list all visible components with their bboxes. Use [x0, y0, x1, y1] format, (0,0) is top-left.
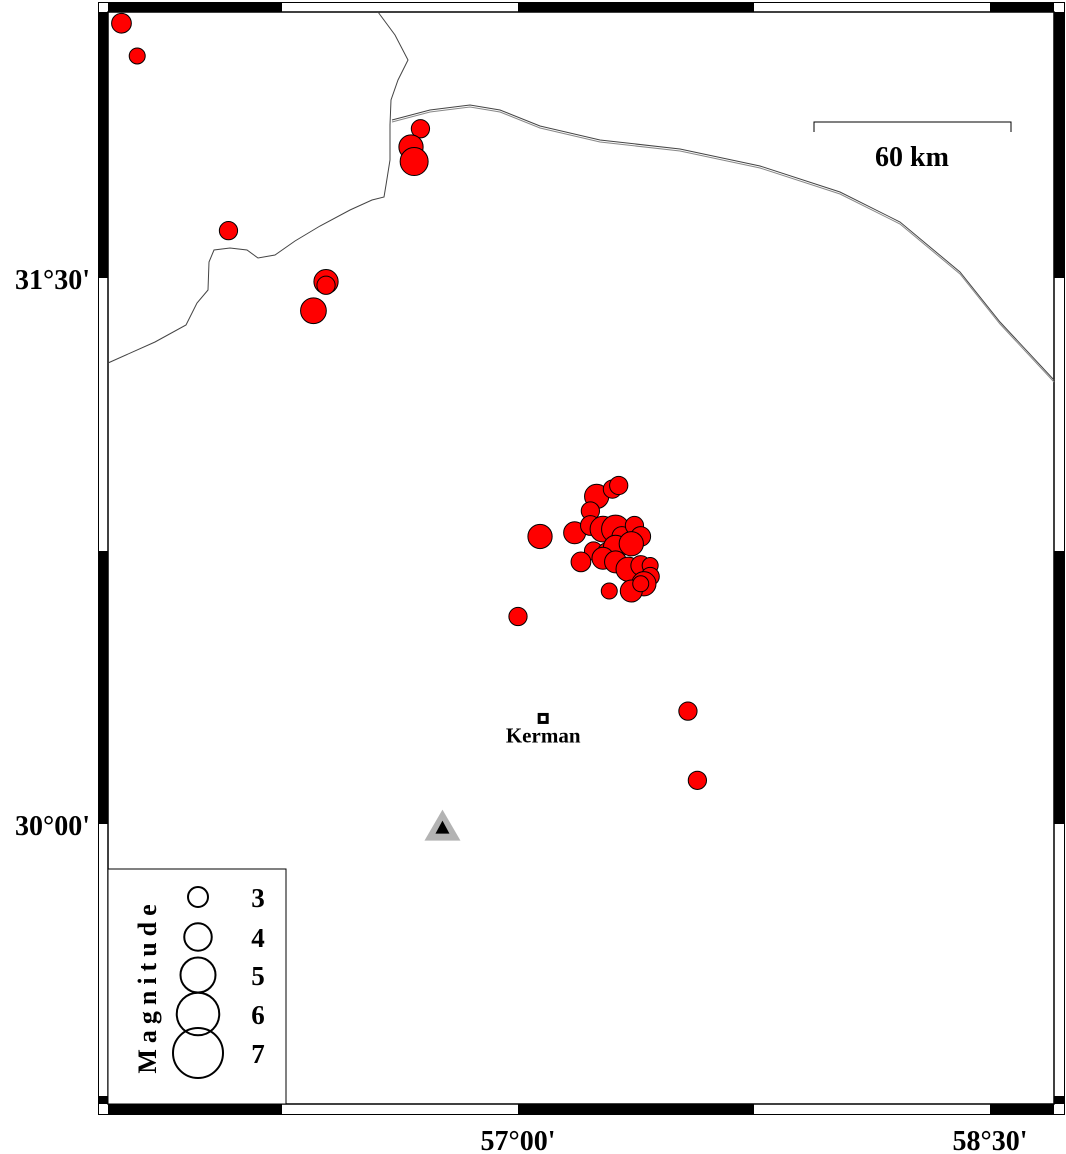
frame-segment: [99, 12, 108, 278]
scale-bar-label: 60 km: [875, 142, 949, 173]
tick-labels: 31°30' 30°00' 57°00' 58°30': [15, 265, 1027, 1154]
earthquake-event: [508, 606, 528, 627]
legend-label: 4: [251, 923, 265, 953]
station-triangle-icon: [424, 809, 461, 841]
earthquake-event: [410, 119, 431, 139]
legend-circle: [187, 886, 209, 908]
legend-circle: [175, 991, 221, 1037]
frame-segment: [99, 278, 108, 551]
frame-segment: [282, 3, 518, 12]
earthquake-event: [218, 221, 239, 241]
earthquake-event: [609, 475, 629, 496]
boundary-line-west: [107, 11, 409, 364]
earthquake-event: [632, 575, 650, 593]
scale-bar-line: [813, 121, 1012, 132]
frame-segment: [1054, 551, 1064, 824]
boundary-line-north-inner: [391, 106, 1055, 383]
earthquake-event: [111, 12, 132, 34]
frame-segment: [754, 1104, 990, 1114]
frame-segment: [1054, 278, 1064, 551]
frame-segment: [1054, 1096, 1064, 1104]
earthquake-event: [600, 582, 618, 600]
legend-label: 3: [251, 883, 265, 913]
frame-segment: [518, 1104, 754, 1114]
province-boundaries: [107, 11, 1055, 383]
frame-segment: [99, 1096, 108, 1104]
city-label: Kerman: [506, 723, 581, 747]
earthquake-event: [128, 47, 146, 65]
frame-segment: [108, 1104, 282, 1114]
frame-segment: [282, 1104, 518, 1114]
frame-segment: [108, 3, 282, 12]
magnitude-legend: Magnitude 3 4 5 6 7: [107, 868, 287, 1105]
boundary-line-north: [391, 104, 1055, 381]
earthquake-event: [687, 770, 708, 790]
city-marker: Kerman: [506, 712, 581, 747]
frame-segment: [99, 824, 108, 1096]
frame-segment: [990, 3, 1054, 12]
earthquake-event: [316, 275, 336, 295]
earthquake-event: [300, 297, 327, 325]
frame-segment: [99, 551, 108, 824]
earthquake-event: [618, 531, 644, 557]
frame-segment: [754, 3, 990, 12]
legend-label: 7: [251, 1039, 265, 1069]
earthquake-event: [527, 523, 553, 550]
frame-segment: [1054, 12, 1064, 278]
earthquake-event: [399, 147, 429, 177]
y-tick-label: 31°30': [15, 265, 90, 296]
earthquake-events: [111, 12, 708, 790]
earthquake-event: [570, 551, 592, 573]
frame-segment: [1054, 824, 1064, 1096]
station-inner-triangle: [435, 820, 450, 834]
legend-title: Magnitude: [133, 898, 162, 1073]
scale-bar: 60 km: [813, 121, 1012, 173]
city-square-icon: [537, 712, 549, 724]
legend-circle: [172, 1027, 224, 1079]
earthquake-event: [678, 701, 698, 721]
x-tick-label: 57°00': [481, 1126, 556, 1154]
frame-segment: [518, 3, 754, 12]
y-tick-label: 30°00': [15, 811, 90, 842]
legend-items: 3 4 5 6 7: [172, 883, 265, 1079]
map-border: [107, 11, 1055, 1105]
legend-label: 5: [251, 961, 265, 991]
legend-label: 6: [251, 1000, 265, 1030]
x-tick-label: 58°30': [953, 1126, 1028, 1154]
legend-circle: [183, 922, 213, 952]
legend-box: [107, 868, 287, 1105]
frame-segment: [990, 1104, 1054, 1114]
